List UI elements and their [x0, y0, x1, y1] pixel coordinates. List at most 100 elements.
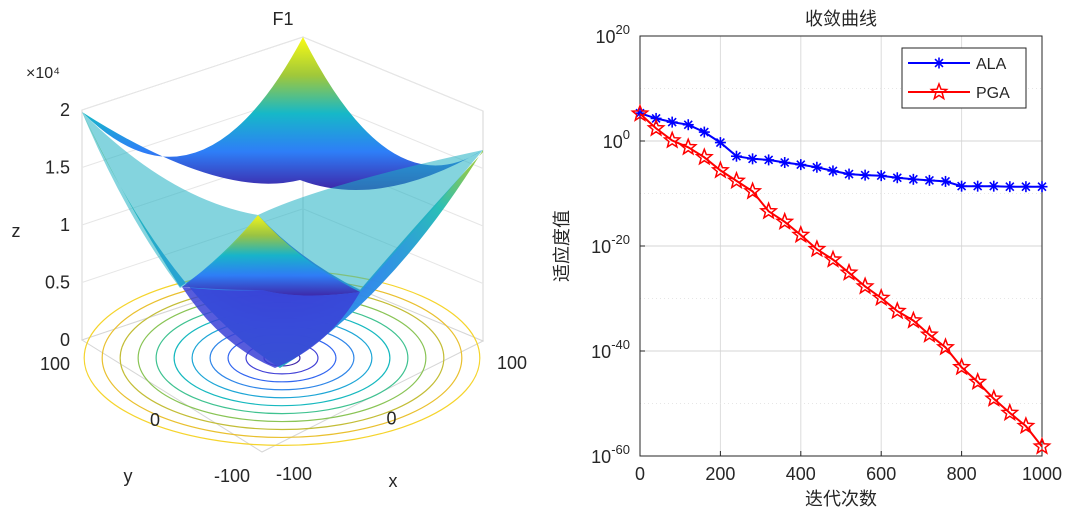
data-point-ala — [730, 150, 742, 162]
data-point-ala — [811, 161, 823, 173]
data-point-pga — [710, 160, 730, 179]
x-tick-label: 800 — [947, 464, 977, 484]
convergence-title: 收敛曲线 — [805, 9, 877, 30]
data-point-ala — [795, 159, 807, 171]
data-point-ala — [891, 172, 903, 184]
data-point-pga — [791, 224, 811, 244]
data-point-ala — [940, 175, 952, 187]
convergence-ylabel: 适应度值 — [552, 210, 573, 282]
data-point-pga — [903, 310, 924, 329]
y-tick-label: 100 — [40, 354, 70, 374]
data-point-pga — [1016, 416, 1036, 435]
surface-title: F1 — [272, 9, 293, 29]
legend-marker-ala — [933, 57, 945, 69]
y-tick-label: -100 — [214, 466, 250, 486]
z-exponent-label: ×10⁴ — [26, 65, 60, 82]
data-point-ala — [827, 165, 839, 177]
data-point-pga — [758, 201, 779, 220]
data-point-pga — [871, 287, 891, 307]
series-group — [630, 103, 1052, 455]
convergence-plot: 1020 100 10-20 10-40 10-60 0 200 400 600 800 1000… — [552, 9, 1062, 510]
x-tick-label: 1000 — [1022, 464, 1062, 484]
surface-inner — [82, 112, 483, 292]
data-point-pga — [919, 324, 939, 343]
y-tick-label: 0 — [150, 410, 160, 430]
z-tick-label: 1.5 — [45, 158, 70, 178]
data-point-ala — [859, 169, 871, 181]
convergence-xlabel: 迭代次数 — [805, 489, 877, 510]
data-point-ala — [843, 168, 855, 180]
data-point-pga — [839, 262, 859, 281]
data-point-pga — [951, 357, 972, 376]
data-point-ala — [714, 137, 726, 149]
data-point-ala — [972, 180, 984, 192]
data-point-ala — [1004, 181, 1016, 193]
data-point-pga — [646, 118, 666, 137]
surface-bottom — [182, 287, 360, 368]
z-tick-label: 1 — [60, 215, 70, 235]
data-point-ala — [875, 170, 887, 182]
x-tick-label: -100 — [276, 464, 312, 484]
y-tick-label: 100 — [603, 127, 630, 152]
data-point-pga — [807, 239, 827, 258]
data-point-ala — [1020, 181, 1032, 193]
surface-front-peak — [182, 215, 360, 296]
legend: ALA PGA — [901, 47, 1027, 109]
x-axis-label: x — [389, 471, 398, 491]
data-point-pga — [1032, 436, 1052, 455]
legend-marker-icon — [933, 57, 945, 69]
x-axis-ticks: 0 200 400 600 800 1000 — [635, 451, 1062, 484]
data-point-pga — [678, 137, 698, 156]
y-tick-label: 1020 — [596, 22, 631, 47]
data-point-pga — [662, 130, 682, 149]
legend-label-ala: ALA — [976, 56, 1007, 73]
y-tick-label: 10-40 — [591, 337, 630, 362]
y-tick-label: 10-20 — [591, 232, 630, 257]
data-point-ala — [1036, 181, 1048, 193]
y-axis-label: y — [124, 466, 133, 486]
x-tick-label: 100 — [497, 353, 527, 373]
data-point-ala — [682, 119, 694, 131]
z-tick-label: 0.5 — [45, 273, 70, 293]
data-point-ala — [698, 126, 710, 138]
data-point-ala — [923, 174, 935, 186]
data-point-ala — [763, 154, 775, 166]
z-axis-ticks: 0 0.5 1 1.5 2 — [45, 100, 70, 350]
y-axis-ticks: 100 0 -100 — [40, 354, 250, 486]
legend-marker-icon — [929, 81, 949, 101]
legend-marker-pga — [929, 81, 949, 101]
data-point-pga — [726, 170, 747, 190]
data-point-pga — [935, 337, 956, 356]
data-point-pga — [855, 276, 875, 295]
data-point-ala — [988, 180, 1000, 192]
data-point-pga — [984, 388, 1004, 407]
data-point-pga — [630, 103, 650, 122]
data-point-pga — [743, 181, 763, 200]
z-tick-label: 0 — [60, 330, 70, 350]
x-tick-label: 400 — [786, 464, 816, 484]
data-point-pga — [694, 147, 714, 166]
z-tick-label: 2 — [60, 100, 70, 120]
data-point-pga — [775, 211, 795, 230]
surface-plot: F1 ×10⁴ 00.511.52 z 1000-100 y -1000100 … — [12, 9, 528, 491]
x-tick-label: 600 — [866, 464, 896, 484]
x-tick-label: 200 — [705, 464, 735, 484]
surface-back — [82, 37, 483, 190]
data-point-pga — [1000, 402, 1020, 422]
data-point-ala — [666, 116, 678, 128]
x-axis-ticks: -100 0 100 — [276, 353, 527, 484]
data-point-ala — [779, 157, 791, 169]
legend-label-pga: PGA — [976, 85, 1010, 102]
x-tick-label: 0 — [635, 464, 645, 484]
y-tick-label: 10-60 — [591, 442, 630, 467]
data-point-pga — [823, 249, 843, 268]
legend-box — [901, 47, 1027, 109]
data-point-pga — [968, 371, 988, 391]
data-point-ala — [747, 153, 759, 165]
x-tick-label: 0 — [387, 409, 397, 429]
data-point-pga — [887, 301, 907, 320]
y-axis-ticks: 1020 100 10-20 10-40 10-60 — [591, 22, 645, 467]
z-axis-label: z — [12, 221, 21, 241]
data-point-ala — [956, 180, 968, 192]
